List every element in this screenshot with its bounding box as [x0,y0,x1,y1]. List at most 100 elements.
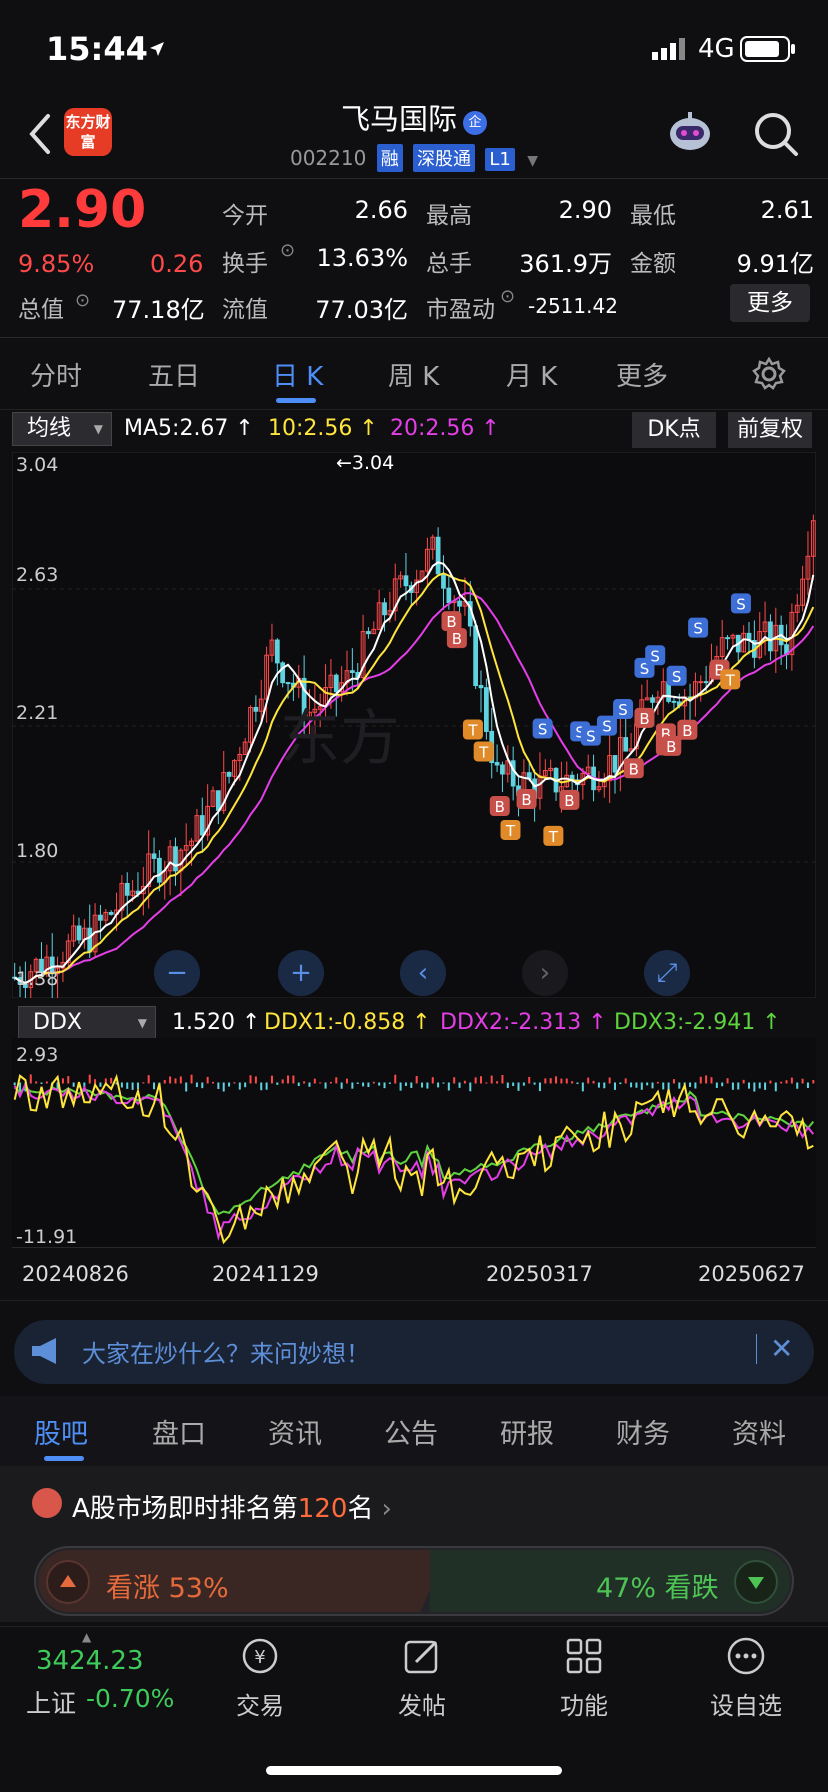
tab-news[interactable]: 资讯 [268,1419,322,1450]
info-icon[interactable]: ⊙ [280,240,296,261]
ddx-bar [538,1082,541,1092]
info-icon[interactable]: ⊙ [500,286,516,307]
ddx-select[interactable]: DDX ▼ [18,1006,156,1040]
float-value: 77.03亿 [315,296,408,324]
search-icon[interactable] [752,110,800,158]
ddx-bar [437,1082,440,1088]
ddx-bar [115,1082,118,1085]
tab-five-day[interactable]: 五日 [148,362,201,392]
ddx-bar [222,1082,225,1092]
bottom-nav [0,1626,828,1792]
candle-body [140,885,146,895]
tab-finance[interactable]: 财务 [616,1419,670,1450]
nav-post[interactable]: 发帖 [372,1634,472,1721]
nav-add-watchlist[interactable]: 设自选 [696,1634,796,1721]
ddx-bar [699,1076,702,1084]
ddx-bar [40,1082,43,1084]
dk-point-button[interactable]: DK点 [632,412,716,448]
bearish-icon[interactable] [734,1560,778,1604]
marker-label: B [661,725,671,743]
tab-weekly-k[interactable]: 周 K [388,362,440,392]
tab-profile[interactable]: 资料 [732,1419,786,1450]
sell-marker [666,665,687,686]
adjust-price-button[interactable]: 前复权 [728,412,812,448]
vote-up-area[interactable] [38,1550,448,1612]
candle-body [762,621,768,633]
bullish-icon[interactable] [46,1560,90,1604]
tab-more[interactable]: 更多 [616,362,669,392]
tab-research[interactable]: 研报 [500,1419,554,1450]
ddx-bar [769,1080,772,1084]
sell-marker [613,699,634,720]
ddx-bar [153,1082,156,1090]
expand-caret-icon[interactable]: ▲ [82,1630,92,1644]
candle-body [71,925,77,942]
ddx-bar [270,1075,273,1084]
close-icon[interactable]: ✕ [770,1332,794,1365]
candle-body [623,737,629,752]
volume-label: 总手 [426,251,472,277]
candle-body [183,845,189,851]
vote-down-area[interactable] [430,1550,790,1612]
ddx-bar [249,1075,252,1084]
megaphone-icon [32,1338,56,1364]
marker-label: T [548,828,559,846]
candle-body [285,682,291,685]
ddx-bar [737,1082,740,1090]
tab-forum[interactable]: 股吧 [34,1419,88,1450]
back-icon[interactable] [26,112,54,156]
index-value[interactable]: 3424.23 [36,1646,144,1676]
nav-trade[interactable]: ¥ 交易 [210,1634,310,1721]
indicator-select[interactable]: 均线 ▼ [12,412,112,446]
info-icon[interactable]: ⊙ [75,290,91,311]
settings-gear-icon[interactable] [752,357,786,391]
ddx-bar [362,1082,365,1087]
tab-order-book[interactable]: 盘口 [152,1419,206,1450]
ddx-chart[interactable] [12,1038,816,1248]
candle-body [39,958,44,974]
zoom-out-button[interactable]: − [154,950,200,996]
candle-body [157,857,162,883]
kline-chart[interactable]: BBTTBTBSTBSSSSBSSBSBSSBTBBB [12,452,816,998]
ddx-bar [190,1074,193,1084]
signal-icon [652,38,685,60]
ddx-bar [346,1078,348,1084]
ddx-bar [485,1082,488,1084]
scroll-right-button[interactable]: › [522,950,568,996]
tab-daily-k[interactable]: 日 K [272,362,324,392]
ddx-bar [297,1082,300,1087]
ddx-axis-top: 2.93 [16,1044,59,1066]
tab-announcements[interactable]: 公告 [384,1419,438,1450]
ddx-bar [705,1075,708,1084]
ddx-bar [319,1082,322,1084]
buy-marker [489,796,510,817]
open-value: 2.66 [354,196,408,224]
bearish-label: 47% 看跌 [596,1573,719,1604]
date-label: 20240826 [22,1262,129,1286]
ddx-bar [522,1082,525,1086]
ai-assistant-icon[interactable] [666,108,714,156]
ddx-bar [469,1082,472,1092]
tab-monthly-k[interactable]: 月 K [506,362,558,392]
tab-intraday[interactable]: 分时 [30,362,83,392]
ddx-bar [501,1074,504,1084]
dropdown-icon[interactable]: ▼ [527,153,539,169]
fullscreen-icon[interactable]: ⤢ [644,950,690,996]
ddx-bar [512,1082,515,1087]
zoom-in-button[interactable]: + [278,950,324,996]
ddx-bar [217,1082,220,1089]
margin-tag: 融 [376,144,403,172]
nav-functions[interactable]: 功能 [534,1634,634,1721]
ddx-bar [694,1082,697,1089]
banner-text[interactable]: 大家在炒什么？来问妙想！ [82,1340,370,1368]
ddx-bar [88,1074,91,1084]
candle-body [730,634,736,639]
scroll-left-button[interactable]: ‹ [400,950,446,996]
more-button[interactable]: 更多 [730,284,810,322]
marker-label: T [467,722,478,740]
total-value-label: 总值 [18,297,64,323]
ranking-text[interactable]: A股市场即时排名第120名 › [72,1494,392,1524]
candle-body [215,790,221,811]
ai-banner[interactable] [14,1320,814,1384]
marker-label: S [736,595,746,613]
